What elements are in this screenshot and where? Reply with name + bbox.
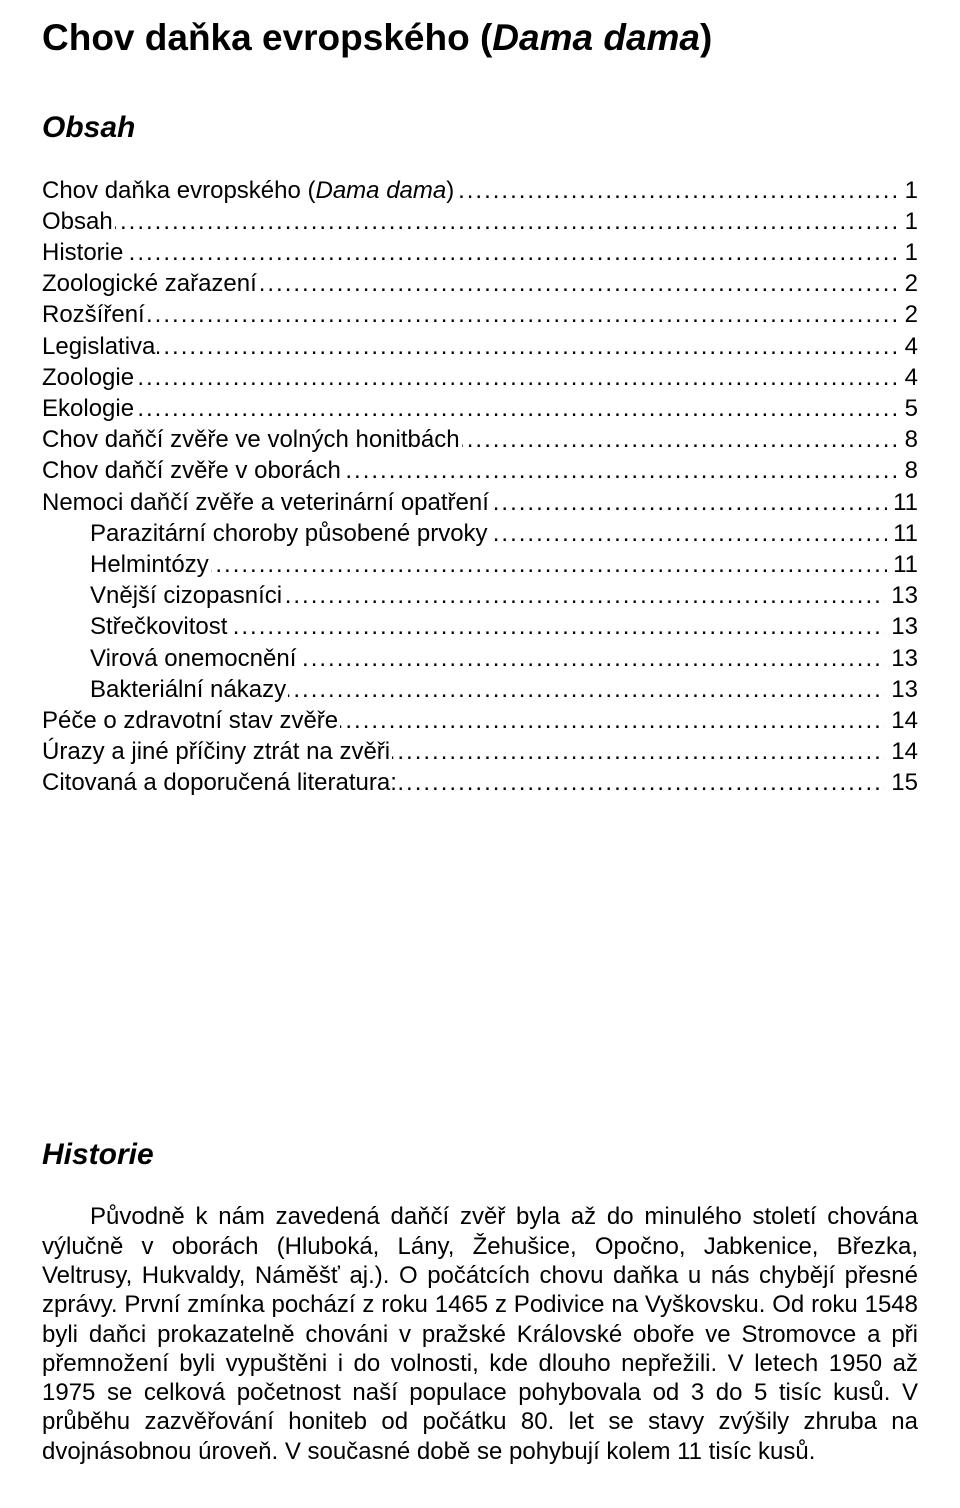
toc-row: 13 Střečkovitost: [42, 611, 918, 642]
toc-label: Obsah: [42, 208, 115, 235]
toc-page-number: 4: [899, 331, 918, 362]
toc-page-number: 13: [885, 611, 918, 642]
toc-row: 5 Ekologie: [42, 393, 918, 424]
toc-row: 4 Legislativa: [42, 331, 918, 362]
toc-label: Rozšíření: [42, 301, 147, 328]
title-suffix: ): [700, 17, 712, 58]
toc-label: Nemoci daňčí zvěře a veterinární opatřen…: [42, 489, 491, 516]
toc-page-number: 5: [899, 393, 918, 424]
toc-label: Ekologie: [42, 395, 136, 422]
toc-label: Úrazy a jiné příčiny ztrát na zvěři: [42, 738, 392, 765]
title-latin: Dama dama: [492, 17, 700, 58]
toc-label: Zoologické zařazení: [42, 270, 259, 297]
toc-row: 14 Péče o zdravotní stav zvěře: [42, 705, 918, 736]
toc-label-suffix: ): [446, 177, 454, 204]
toc-page-number: 13: [885, 643, 918, 674]
toc-list: 1 Chov daňka evropského (Dama dama) 1 Obsah…: [42, 175, 918, 799]
toc-page-number: 14: [885, 705, 918, 736]
toc-label: Citovaná a doporučená literatura:: [42, 769, 399, 796]
toc-label: Parazitární choroby působené prvoky: [42, 520, 490, 547]
toc-row: 8 Chov daňčí zvěře v oborách: [42, 455, 918, 486]
toc-row: 11 Parazitární choroby působené prvoky: [42, 518, 918, 549]
toc-label: Péče o zdravotní stav zvěře: [42, 707, 340, 734]
toc-label: Zoologie: [42, 364, 136, 391]
toc-row: 1 Chov daňka evropského (Dama dama): [42, 175, 918, 206]
page-title: Chov daňka evropského (Dama dama): [42, 18, 918, 59]
toc-page-number: 15: [885, 767, 918, 798]
toc-page-number: 11: [887, 549, 918, 580]
toc-row: 2 Zoologické zařazení: [42, 268, 918, 299]
toc-row: 14 Úrazy a jiné příčiny ztrát na zvěři: [42, 736, 918, 767]
toc-heading: Obsah: [42, 111, 918, 145]
toc-page-number: 8: [899, 424, 918, 455]
toc-label: Chov daňčí zvěře v oborách: [42, 457, 343, 484]
toc-page-number: 1: [899, 237, 918, 268]
toc-label: Helmintózy: [42, 551, 211, 578]
toc-page-number: 14: [885, 736, 918, 767]
toc-row: 1 Obsah: [42, 206, 918, 237]
toc-page-number: 1: [899, 175, 918, 206]
toc-row: 4 Zoologie: [42, 362, 918, 393]
toc-label: Bakteriální nákazy: [42, 676, 288, 703]
toc-page-number: 4: [899, 362, 918, 393]
toc-row: 1 Historie: [42, 237, 918, 268]
toc-label: Chov daňčí zvěře ve volných honitbách: [42, 426, 462, 453]
toc-page-number: 11: [887, 487, 918, 518]
toc-page-number: 13: [885, 674, 918, 705]
toc-label: Virová onemocnění: [42, 645, 298, 672]
toc-page-number: 1: [899, 206, 918, 237]
title-prefix: Chov daňka evropského (: [42, 17, 492, 58]
toc-page-number: 2: [899, 299, 918, 330]
toc-page-number: 2: [899, 268, 918, 299]
toc-page-number: 11: [887, 518, 918, 549]
toc-label: Střečkovitost: [42, 613, 229, 640]
toc-row: 11 Nemoci daňčí zvěře a veterinární opatř…: [42, 487, 918, 518]
toc-page-number: 8: [899, 455, 918, 486]
toc-label: Legislativa: [42, 333, 157, 360]
toc-label: Chov daňka evropského (Dama dama): [42, 177, 456, 204]
toc-row: 13 Vnější cizopasníci: [42, 580, 918, 611]
toc-label: Vnější cizopasníci: [42, 582, 284, 609]
toc-label: Historie: [42, 239, 125, 266]
historie-body: Původně k nám zavedená daňčí zvěř byla a…: [42, 1202, 918, 1465]
toc-row: 11 Helmintózy: [42, 549, 918, 580]
toc-label-italic: Dama dama: [316, 177, 447, 204]
toc-row: 2 Rozšíření: [42, 299, 918, 330]
toc-row: 8 Chov daňčí zvěře ve volných honitbách: [42, 424, 918, 455]
toc-label-prefix: Chov daňka evropského (: [42, 177, 316, 204]
document-page: Chov daňka evropského (Dama dama) Obsah …: [0, 0, 960, 1508]
toc-row: 15 Citovaná a doporučená literatura:: [42, 767, 918, 798]
historie-heading: Historie: [42, 1138, 918, 1172]
toc-row: 13 Bakteriální nákazy: [42, 674, 918, 705]
toc-page-number: 13: [885, 580, 918, 611]
toc-row: 13 Virová onemocnění: [42, 643, 918, 674]
